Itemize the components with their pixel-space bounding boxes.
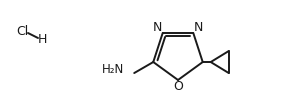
Text: H₂N: H₂N <box>102 63 124 76</box>
Text: N: N <box>194 21 203 34</box>
Text: H: H <box>37 32 47 46</box>
Text: N: N <box>153 21 162 34</box>
Text: Cl: Cl <box>16 24 28 38</box>
Text: O: O <box>173 79 183 92</box>
